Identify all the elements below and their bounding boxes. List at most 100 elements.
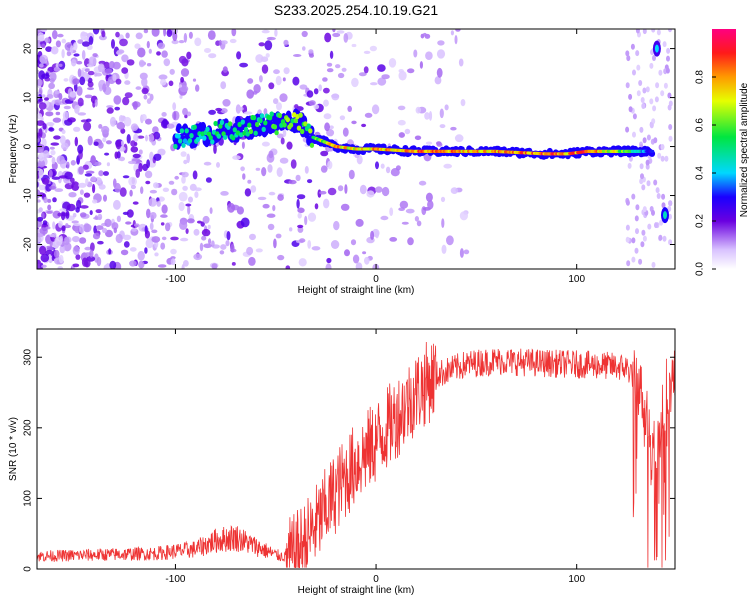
noise-blob — [642, 235, 647, 242]
noise-blob — [359, 184, 367, 195]
noise-blob — [267, 223, 275, 231]
noise-blob — [192, 78, 197, 82]
noise-blob — [66, 161, 70, 169]
snr-y-label: SNR (10 * v/v) — [8, 417, 19, 481]
noise-blob — [668, 200, 673, 207]
noise-blob — [249, 233, 256, 241]
noise-blob — [446, 235, 454, 246]
noise-blob — [634, 247, 639, 254]
ridge-core — [296, 125, 302, 131]
noise-blob — [646, 180, 651, 187]
noise-blob — [194, 191, 199, 199]
noise-blob — [77, 144, 84, 154]
noise-blob — [416, 220, 422, 227]
y-tick-label: 100 — [23, 490, 34, 507]
noise-blob — [236, 51, 242, 60]
chart-title: S233.2025.254.10.19.G21 — [274, 2, 438, 18]
noise-blob — [48, 253, 52, 262]
noise-blob — [136, 135, 145, 139]
noise-blob — [183, 159, 188, 165]
noise-blob — [666, 47, 671, 54]
noise-blob — [63, 78, 69, 82]
ridge-core — [205, 126, 210, 132]
noise-blob — [119, 38, 128, 47]
side-feature-core — [663, 211, 667, 220]
noise-blob — [124, 80, 131, 85]
noise-blob — [41, 264, 47, 268]
noise-blob — [264, 40, 273, 51]
noise-blob — [98, 184, 106, 190]
noise-blob — [101, 30, 106, 38]
noise-blob — [332, 29, 336, 33]
noise-blob — [126, 59, 135, 66]
noise-blob — [149, 151, 154, 161]
noise-blob — [163, 29, 167, 37]
noise-blob — [327, 160, 333, 170]
noise-blob — [41, 212, 45, 219]
noise-blob — [651, 209, 655, 216]
noise-blob — [54, 90, 60, 95]
noise-blob — [222, 66, 228, 73]
noise-blob — [649, 122, 654, 129]
ridge-core — [255, 121, 260, 128]
noise-blob — [282, 129, 287, 137]
noise-blob — [340, 203, 350, 211]
noise-blob — [50, 46, 59, 55]
noise-blob — [144, 170, 153, 179]
noise-blob — [60, 210, 66, 221]
noise-blob — [220, 244, 227, 250]
noise-blob — [296, 198, 300, 209]
noise-blob — [207, 224, 211, 230]
noise-blob — [121, 140, 124, 147]
ridge-core — [298, 112, 303, 118]
noise-blob — [307, 212, 317, 222]
noise-blob — [252, 90, 258, 95]
noise-blob — [293, 54, 302, 57]
noise-blob — [192, 170, 198, 180]
noise-blob — [38, 128, 43, 138]
noise-blob — [636, 64, 641, 71]
noise-blob — [90, 155, 96, 165]
noise-blob — [63, 105, 71, 110]
ridge-core — [288, 122, 294, 128]
noise-blob — [180, 237, 189, 242]
noise-blob — [333, 220, 340, 231]
noise-blob — [53, 249, 60, 259]
noise-blob — [37, 236, 42, 244]
y-tick-label: -20 — [23, 237, 34, 252]
noise-blob — [636, 90, 641, 97]
noise-blob — [79, 189, 84, 195]
noise-blob — [668, 135, 673, 142]
noise-blob — [275, 233, 282, 239]
noise-blob — [122, 234, 132, 241]
noise-blob — [77, 68, 82, 78]
noise-blob — [631, 193, 636, 200]
noise-blob — [323, 198, 330, 209]
ridge-core — [300, 128, 305, 135]
noise-blob — [657, 152, 662, 159]
noise-blob — [639, 126, 644, 133]
colorbar-gradient — [712, 29, 736, 269]
noise-blob — [275, 75, 282, 86]
noise-blob — [306, 90, 314, 98]
noise-blob — [292, 76, 300, 86]
noise-blob — [38, 207, 43, 213]
noise-blob — [458, 58, 464, 67]
noise-blob — [55, 40, 62, 48]
noise-blob — [273, 238, 277, 249]
noise-blob — [363, 50, 371, 55]
noise-blob — [203, 243, 213, 249]
noise-blob — [64, 171, 73, 180]
noise-blob — [668, 213, 672, 220]
noise-blob — [385, 166, 391, 174]
noise-blob — [355, 218, 364, 227]
noise-blob — [116, 215, 121, 222]
noise-blob — [106, 162, 110, 167]
noise-blob — [380, 163, 385, 169]
ridge-core — [247, 122, 252, 128]
noise-blob — [201, 228, 211, 237]
noise-blob — [95, 225, 104, 231]
noise-blob — [74, 136, 79, 147]
noise-blob — [397, 119, 406, 126]
